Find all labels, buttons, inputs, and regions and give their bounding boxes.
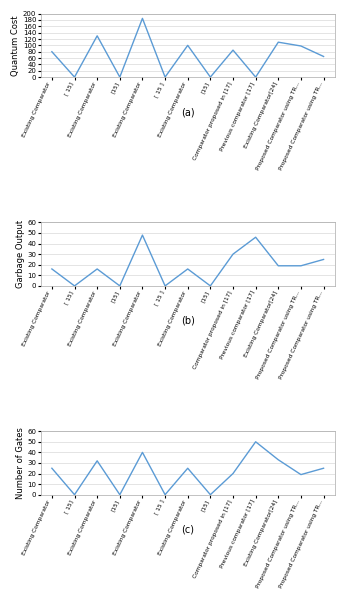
Text: (c): (c) [181, 524, 194, 535]
Y-axis label: Garbage Output: Garbage Output [16, 220, 25, 288]
Text: (a): (a) [181, 107, 194, 117]
Text: (b): (b) [181, 316, 195, 326]
Y-axis label: Quantum Cost: Quantum Cost [11, 15, 20, 76]
Y-axis label: Number of Gates: Number of Gates [16, 427, 25, 499]
